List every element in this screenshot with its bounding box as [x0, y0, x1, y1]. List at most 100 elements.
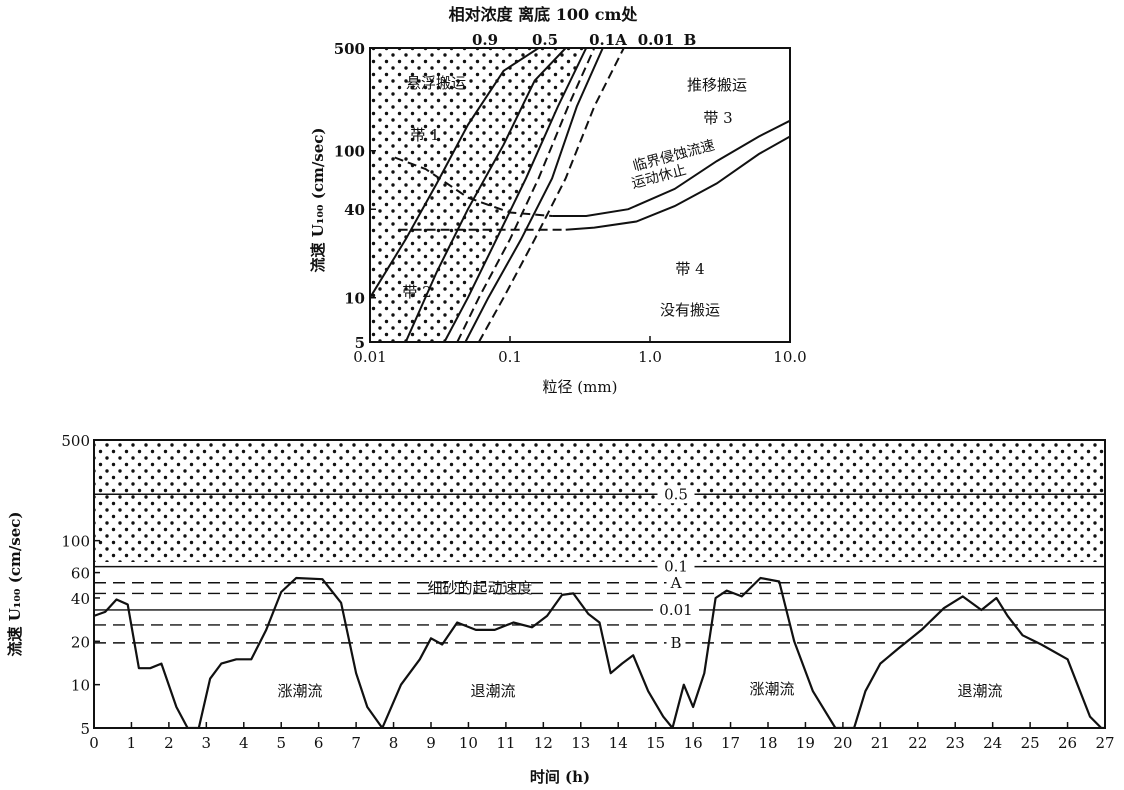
top-xtick-label: 10.0	[773, 348, 806, 366]
bottom-xtick-label: 0	[89, 734, 99, 752]
bottom-dotted-region	[94, 440, 1105, 562]
chart-top-frame	[369, 47, 791, 343]
bottom-ytick-label: 10	[71, 677, 90, 695]
bottom-xtick-label: 1	[127, 734, 137, 752]
bottom-xtick-label: 16	[684, 734, 703, 752]
bottom-xtick-label: 17	[721, 734, 740, 752]
bottom-xtick-label: 3	[202, 734, 212, 752]
bottom-xtick-label: 2	[164, 734, 174, 752]
reference-label: 0.01	[659, 601, 692, 619]
reference-label: A	[670, 574, 682, 592]
bottom-xtick-label: 4	[239, 734, 249, 752]
top-ytick-label: 100	[334, 143, 365, 161]
top-series-c001	[464, 48, 604, 342]
reference-label: 0.1	[664, 558, 688, 576]
reference-label-bg	[666, 573, 686, 592]
bottom-ytick-label: 500	[61, 432, 90, 450]
bottom-xtick-label: 5	[276, 734, 286, 752]
top-label-0.1A: 0.1A	[589, 31, 627, 49]
bottom-xtick-label: 7	[351, 734, 361, 752]
bottom-reference-labels: 0.5 0.1A 0.01 B	[659, 485, 692, 652]
tidal-velocity-curve	[94, 576, 1105, 728]
top-series-c09	[370, 48, 540, 299]
chart-top-ylabel: 流速 U₁₀₀ (cm/sec)	[309, 127, 327, 272]
bottom-xtick-label: 13	[571, 734, 590, 752]
top-label-0.01: 0.01	[638, 31, 675, 49]
bottom-ytick-label: 60	[71, 565, 90, 583]
chart-bottom-xlabel: 时间 (h)	[530, 768, 590, 786]
reference-label-bg	[653, 600, 699, 619]
annotation-flood-1: 涨潮流	[277, 682, 322, 700]
zone-label-no-transport: 没有搬运	[660, 301, 720, 319]
bottom-xtick-label: 6	[314, 734, 324, 752]
annotation-ebb-1: 退潮流	[470, 682, 515, 700]
chart-bottom-frame	[93, 439, 1106, 729]
zone-label-traction: 推移搬运	[687, 76, 747, 94]
bottom-y-ticks: 5 10 20 40 60 100 500	[61, 432, 100, 738]
bottom-xtick-label: 18	[758, 734, 777, 752]
annotation-ebb-2: 退潮流	[957, 682, 1002, 700]
chart-bottom-ylabel: 流速 U₁₀₀ (cm/sec)	[6, 511, 24, 656]
top-label-0.5: 0.5	[532, 31, 558, 49]
zone-label-suspension: 悬浮搬运	[406, 74, 466, 92]
bottom-xtick-label: 15	[646, 734, 665, 752]
top-concentration-labels: 0.9 0.5 0.1A 0.01 B	[472, 31, 696, 49]
bottom-ytick-label: 100	[61, 533, 90, 551]
top-series-erosion_dashed	[394, 156, 553, 217]
chart-top: 相对浓度 离底 100 cm处 0.9 0.5 0.1A 0.01 B 5 10 4…	[309, 5, 807, 396]
bottom-xtick-label: 21	[871, 734, 890, 752]
bottom-xtick-label: 11	[496, 734, 515, 752]
top-ytick-label: 40	[344, 201, 365, 219]
top-series-erosion	[552, 119, 790, 217]
bottom-xtick-label: 10	[459, 734, 478, 752]
bottom-xtick-label: 25	[1021, 734, 1040, 752]
bottom-xtick-label: 22	[908, 734, 927, 752]
zone-label-4: 带 4	[675, 260, 704, 278]
top-series-group	[370, 48, 790, 342]
chart-top-title: 相对浓度 离底 100 cm处	[449, 5, 639, 24]
fine-sand-label: 细砂的起动速度	[427, 579, 532, 597]
zone-label-2: 带 2	[402, 283, 431, 301]
top-x-ticks: 0.01 0.1 1.0 10.0	[353, 336, 807, 366]
reference-label-bg	[657, 485, 695, 504]
reference-label: 0.5	[664, 485, 688, 503]
top-xtick-label: 0.01	[353, 348, 386, 366]
suspension-dotted-region	[370, 48, 587, 342]
bottom-x-ticks: 0 1 2 3 4 5 6 7 8 9 10 11 12 13 14 15 16 17 18 19 20 21 22 23 24…	[89, 722, 1115, 752]
bottom-xtick-label: 19	[796, 734, 815, 752]
bottom-xtick-label: 23	[946, 734, 965, 752]
top-xtick-label: 1.0	[638, 348, 662, 366]
bottom-ytick-label: 20	[71, 633, 90, 651]
annotation-flood-2: 涨潮流	[749, 680, 794, 698]
top-ytick-label: 10	[344, 290, 365, 308]
chart-top-xlabel: 粒径 (mm)	[543, 378, 618, 396]
top-label-B: B	[684, 31, 697, 49]
top-y-ticks: 5 10 40 100 500	[334, 40, 376, 352]
reference-label-bg	[657, 557, 695, 576]
bottom-xtick-label: 14	[609, 734, 628, 752]
zone-label-1: 带 1	[410, 126, 439, 144]
bottom-xtick-label: 12	[534, 734, 553, 752]
reference-label-bg	[666, 633, 686, 652]
bottom-ytick-label: 5	[80, 720, 90, 738]
top-series-cA	[456, 48, 596, 342]
bottom-reference-lines	[94, 485, 1105, 652]
bottom-xtick-label: 24	[983, 734, 1002, 752]
bottom-xtick-label: 8	[389, 734, 399, 752]
bottom-xtick-label: 27	[1095, 734, 1114, 752]
top-xtick-label: 0.1	[498, 348, 522, 366]
top-series-cB	[478, 48, 625, 342]
reference-label: B	[670, 634, 681, 652]
top-series-deposition	[565, 135, 790, 231]
top-series-c01	[443, 48, 588, 342]
bottom-ytick-label: 40	[71, 590, 90, 608]
top-label-0.9: 0.9	[472, 31, 498, 49]
top-series-c05	[404, 48, 567, 342]
bottom-xtick-label: 26	[1058, 734, 1077, 752]
top-ytick-label: 500	[334, 40, 365, 58]
bottom-xtick-label: 20	[833, 734, 852, 752]
zone-label-3: 带 3	[703, 109, 732, 127]
bottom-xtick-label: 9	[426, 734, 436, 752]
